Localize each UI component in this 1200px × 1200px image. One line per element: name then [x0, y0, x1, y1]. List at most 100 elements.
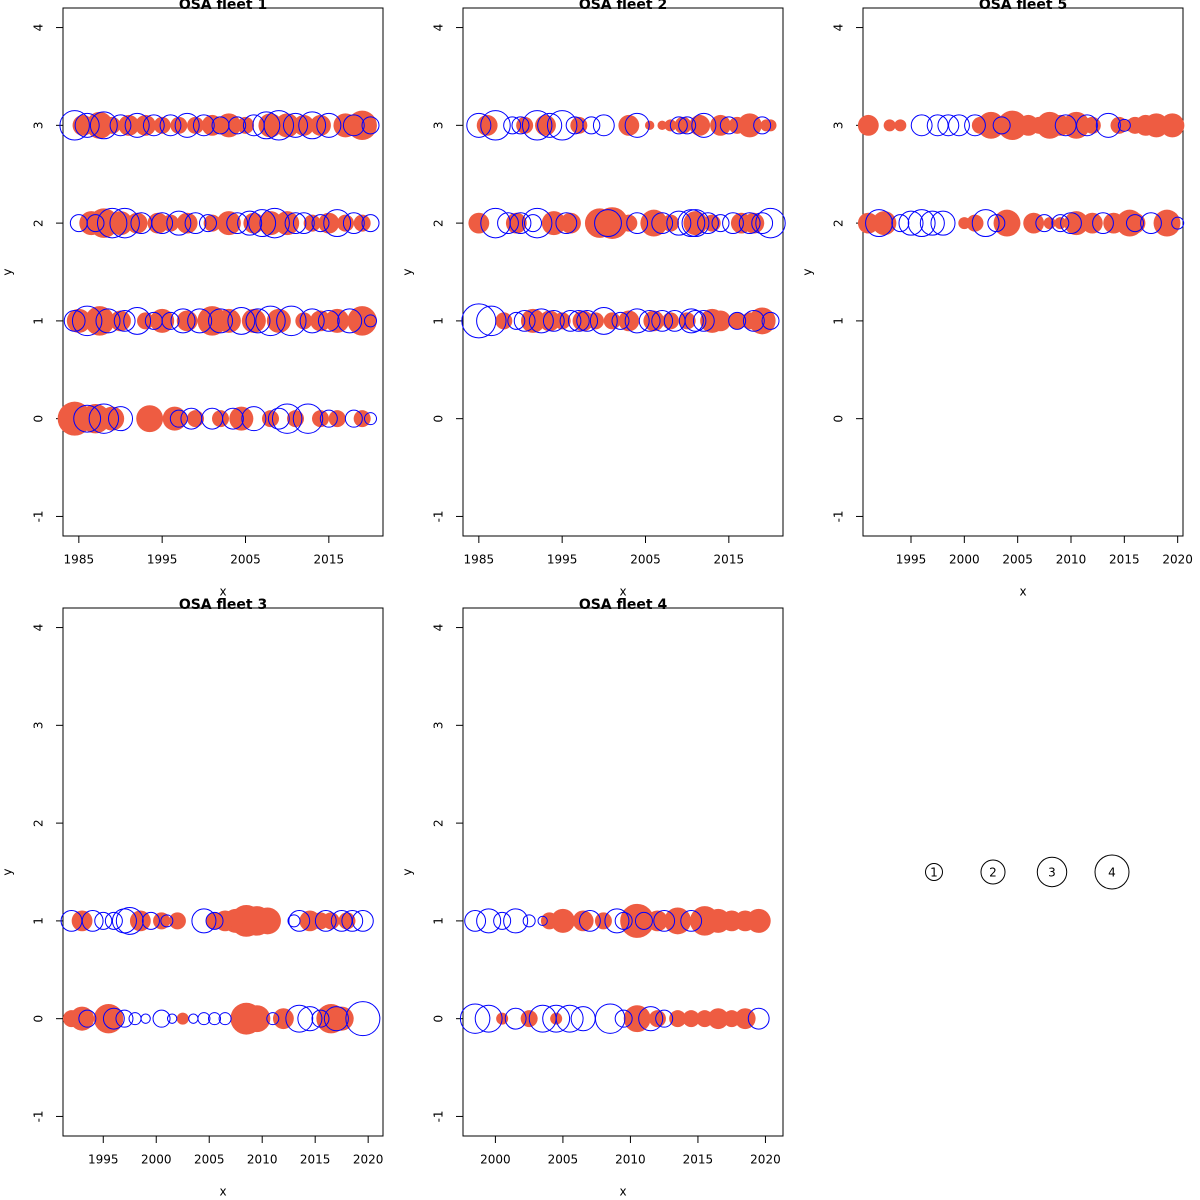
positive-bubble — [620, 214, 638, 232]
negative-bubble — [89, 111, 118, 140]
negative-bubble — [742, 309, 765, 332]
negative-bubble — [192, 114, 215, 137]
negative-bubble — [241, 406, 267, 432]
negative-bubble — [504, 1007, 527, 1030]
negative-bubble — [292, 403, 324, 434]
y-tick-label: 3 — [432, 722, 446, 730]
negative-bubble — [1035, 214, 1054, 233]
positive-bubble — [93, 1003, 124, 1034]
negative-bubble — [626, 212, 649, 235]
negative-bubble — [592, 114, 615, 137]
y-axis-label: y — [401, 268, 415, 275]
negative-bubble — [755, 207, 786, 239]
positive-bubble — [662, 214, 679, 232]
y-axis-label: y — [801, 268, 815, 275]
positive-bubble — [243, 212, 265, 234]
negative-bubble — [614, 1009, 633, 1028]
positive-bubble — [266, 308, 291, 333]
positive-bubble — [168, 912, 186, 930]
negative-bubble — [521, 110, 553, 141]
positive-bubble — [728, 312, 746, 330]
legend-bubble — [1094, 854, 1130, 890]
y-tick-label: 0 — [32, 415, 46, 423]
negative-bubble — [555, 1004, 584, 1033]
negative-bubble — [697, 212, 719, 235]
negative-bubble — [363, 314, 378, 328]
x-tick-label: 1985 — [64, 553, 95, 567]
negative-bubble — [476, 305, 507, 337]
negative-bubble — [237, 210, 263, 236]
negative-bubble — [218, 1012, 232, 1026]
positive-bubble — [743, 212, 765, 234]
negative-bubble — [228, 116, 247, 135]
x-axis-label: x — [219, 1185, 226, 1199]
negative-bubble — [692, 309, 715, 332]
positive-bubble — [572, 910, 594, 932]
y-tick-label: 2 — [32, 819, 46, 827]
negative-bubble — [753, 116, 772, 135]
negative-bubble — [992, 116, 1011, 135]
negative-bubble — [524, 214, 542, 233]
y-tick-label: 2 — [32, 219, 46, 227]
chart-title: OSA fleet 3 — [179, 597, 267, 613]
negative-bubble — [63, 309, 86, 332]
negative-bubble — [222, 407, 244, 430]
negative-bubble — [1076, 114, 1098, 137]
y-tick-label: 3 — [432, 122, 446, 130]
negative-bubble — [751, 212, 774, 235]
x-tick-label: 2010 — [247, 1153, 278, 1167]
positive-bubble — [505, 212, 527, 234]
negative-bubble — [263, 110, 295, 141]
negative-bubble — [361, 116, 380, 135]
x-tick-label: 2010 — [615, 1153, 646, 1167]
negative-bubble — [74, 112, 100, 138]
negative-bubble — [611, 311, 630, 330]
positive-bubble — [272, 1008, 294, 1030]
positive-bubble — [329, 1006, 354, 1031]
positive-bubble — [66, 308, 91, 333]
negative-bubble — [104, 911, 123, 930]
negative-bubble — [1054, 114, 1077, 137]
negative-bubble — [188, 1013, 199, 1024]
x-tick-label: 2005 — [1002, 553, 1033, 567]
negative-bubble — [311, 1009, 330, 1028]
positive-bubble — [516, 116, 534, 134]
positive-bubble — [678, 312, 696, 330]
negative-bubble — [271, 403, 303, 434]
negative-bubble — [464, 909, 487, 932]
negative-bubble — [677, 209, 706, 238]
negative-bubble — [461, 303, 497, 339]
negative-bubble — [678, 116, 697, 135]
negative-bubble — [170, 308, 196, 334]
x-tick-label: 1995 — [147, 553, 178, 567]
negative-bubble — [267, 407, 290, 430]
negative-bubble — [624, 308, 650, 334]
negative-bubble — [521, 207, 553, 239]
positive-bubble — [293, 114, 315, 136]
y-tick-label: 0 — [432, 415, 446, 423]
negative-bubble — [123, 306, 152, 335]
negative-bubble — [476, 908, 502, 934]
positive-bubble — [84, 306, 115, 336]
negative-bubble — [1171, 216, 1185, 230]
negative-bubble — [142, 114, 165, 137]
y-tick-label: -1 — [32, 1110, 46, 1122]
negative-bubble — [314, 909, 337, 932]
positive-bubble — [1153, 209, 1181, 237]
x-tick-label: 2015 — [300, 1153, 331, 1167]
positive-bubble — [883, 119, 896, 132]
x-tick-label: 2020 — [1162, 553, 1193, 567]
negative-bubble — [319, 409, 338, 428]
negative-bubble — [684, 309, 707, 332]
negative-bubble — [669, 116, 688, 135]
legend-bubble — [925, 863, 943, 881]
negative-bubble — [711, 214, 730, 233]
negative-bubble — [95, 308, 121, 334]
x-tick-label: 2005 — [230, 553, 261, 567]
negative-bubble — [109, 207, 140, 239]
negative-bubble — [474, 1004, 503, 1033]
negative-bubble — [252, 111, 281, 140]
legend-label: 4 — [1108, 866, 1116, 880]
negative-bubble — [948, 114, 970, 137]
y-axis-label: y — [1, 268, 15, 275]
